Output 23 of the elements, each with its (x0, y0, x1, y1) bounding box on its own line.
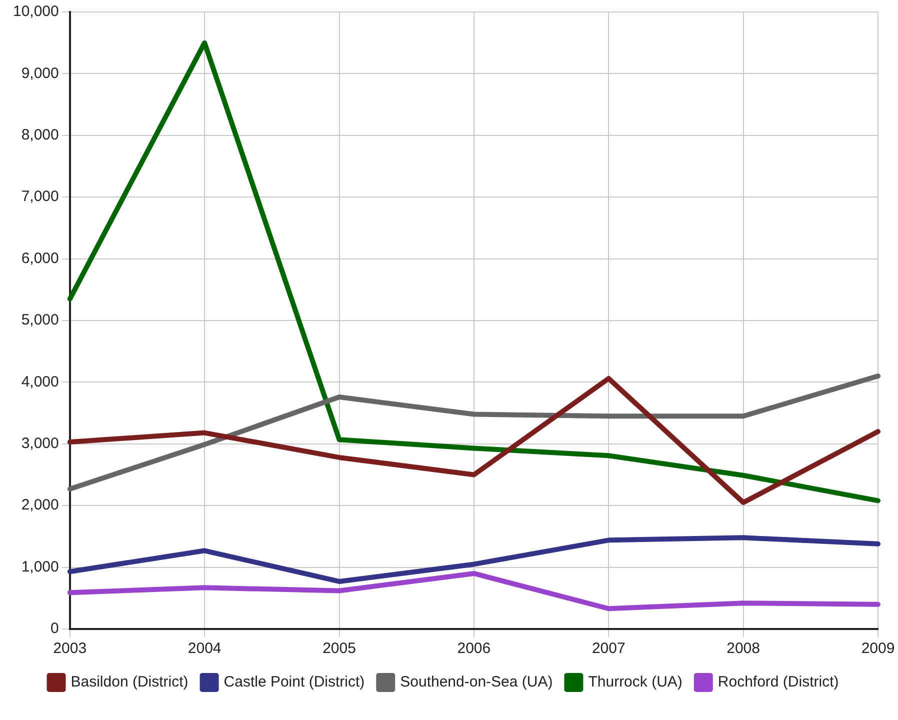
y-tick-label: 9,000 (21, 64, 59, 82)
y-tick-label: 1,000 (21, 558, 59, 576)
y-tick-label: 5,000 (21, 312, 59, 329)
y-tick-label: 0 (50, 620, 59, 638)
x-tick-label: 2005 (322, 640, 356, 658)
legend-label: Rochford (District) (718, 674, 839, 691)
y-tick-label: 7,000 (21, 188, 59, 206)
legend-label: Basildon (District) (70, 674, 188, 691)
x-tick-label: 2004 (188, 640, 222, 658)
y-tick-label: 3,000 (21, 435, 59, 452)
y-tick-label: 4,000 (21, 373, 59, 390)
x-tick-label: 2009 (861, 640, 895, 658)
x-tick-label: 2003 (53, 640, 87, 658)
y-tick-label: 6,000 (21, 250, 59, 267)
y-tick-label: 8,000 (21, 126, 59, 144)
y-tick-label: 10,000 (12, 3, 59, 20)
legend-label: Thurrock (UA) (588, 674, 682, 691)
x-tick-label: 2008 (726, 640, 760, 658)
legend-label: Castle Point (District) (224, 674, 365, 691)
legend-label: Southend-on-Sea (UA) (400, 674, 553, 691)
x-tick-label: 2007 (592, 640, 626, 658)
x-tick-label: 2006 (457, 640, 491, 658)
y-tick-label: 2,000 (21, 496, 59, 514)
